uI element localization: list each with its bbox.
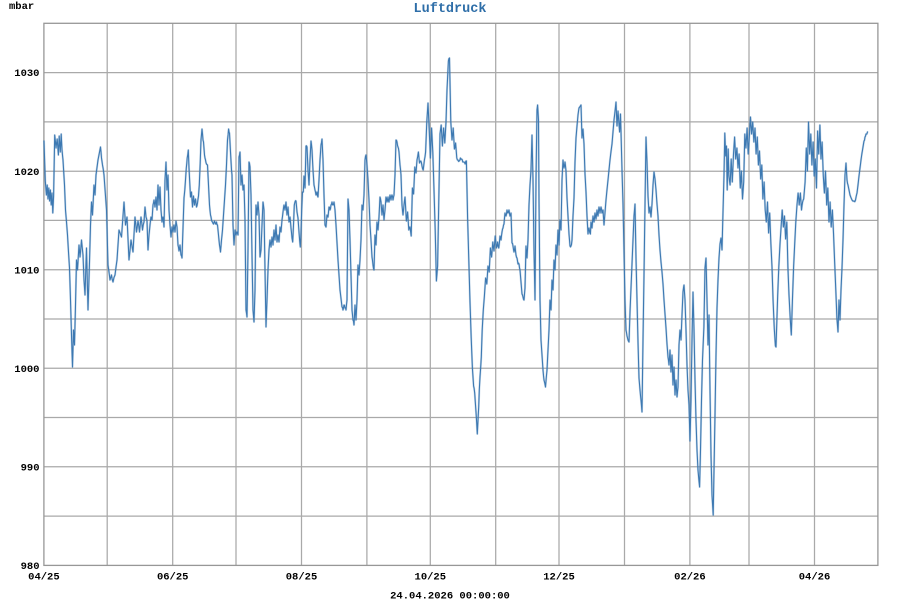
svg-text:04/26: 04/26: [799, 571, 831, 583]
svg-text:mbar: mbar: [9, 1, 34, 13]
svg-text:04/25: 04/25: [28, 571, 60, 583]
svg-text:1000: 1000: [14, 364, 39, 376]
svg-text:990: 990: [21, 462, 40, 474]
svg-text:1010: 1010: [14, 265, 39, 277]
svg-text:980: 980: [21, 561, 40, 573]
svg-text:02/26: 02/26: [674, 571, 706, 583]
svg-text:24.04.2026 00:00:00: 24.04.2026 00:00:00: [390, 591, 510, 600]
svg-text:12/25: 12/25: [543, 571, 575, 583]
svg-text:Luftdruck: Luftdruck: [414, 2, 487, 17]
svg-text:08/25: 08/25: [286, 571, 318, 583]
svg-text:06/25: 06/25: [157, 571, 189, 583]
svg-text:1030: 1030: [14, 68, 39, 80]
svg-text:10/25: 10/25: [415, 571, 447, 583]
svg-text:1020: 1020: [14, 167, 39, 179]
